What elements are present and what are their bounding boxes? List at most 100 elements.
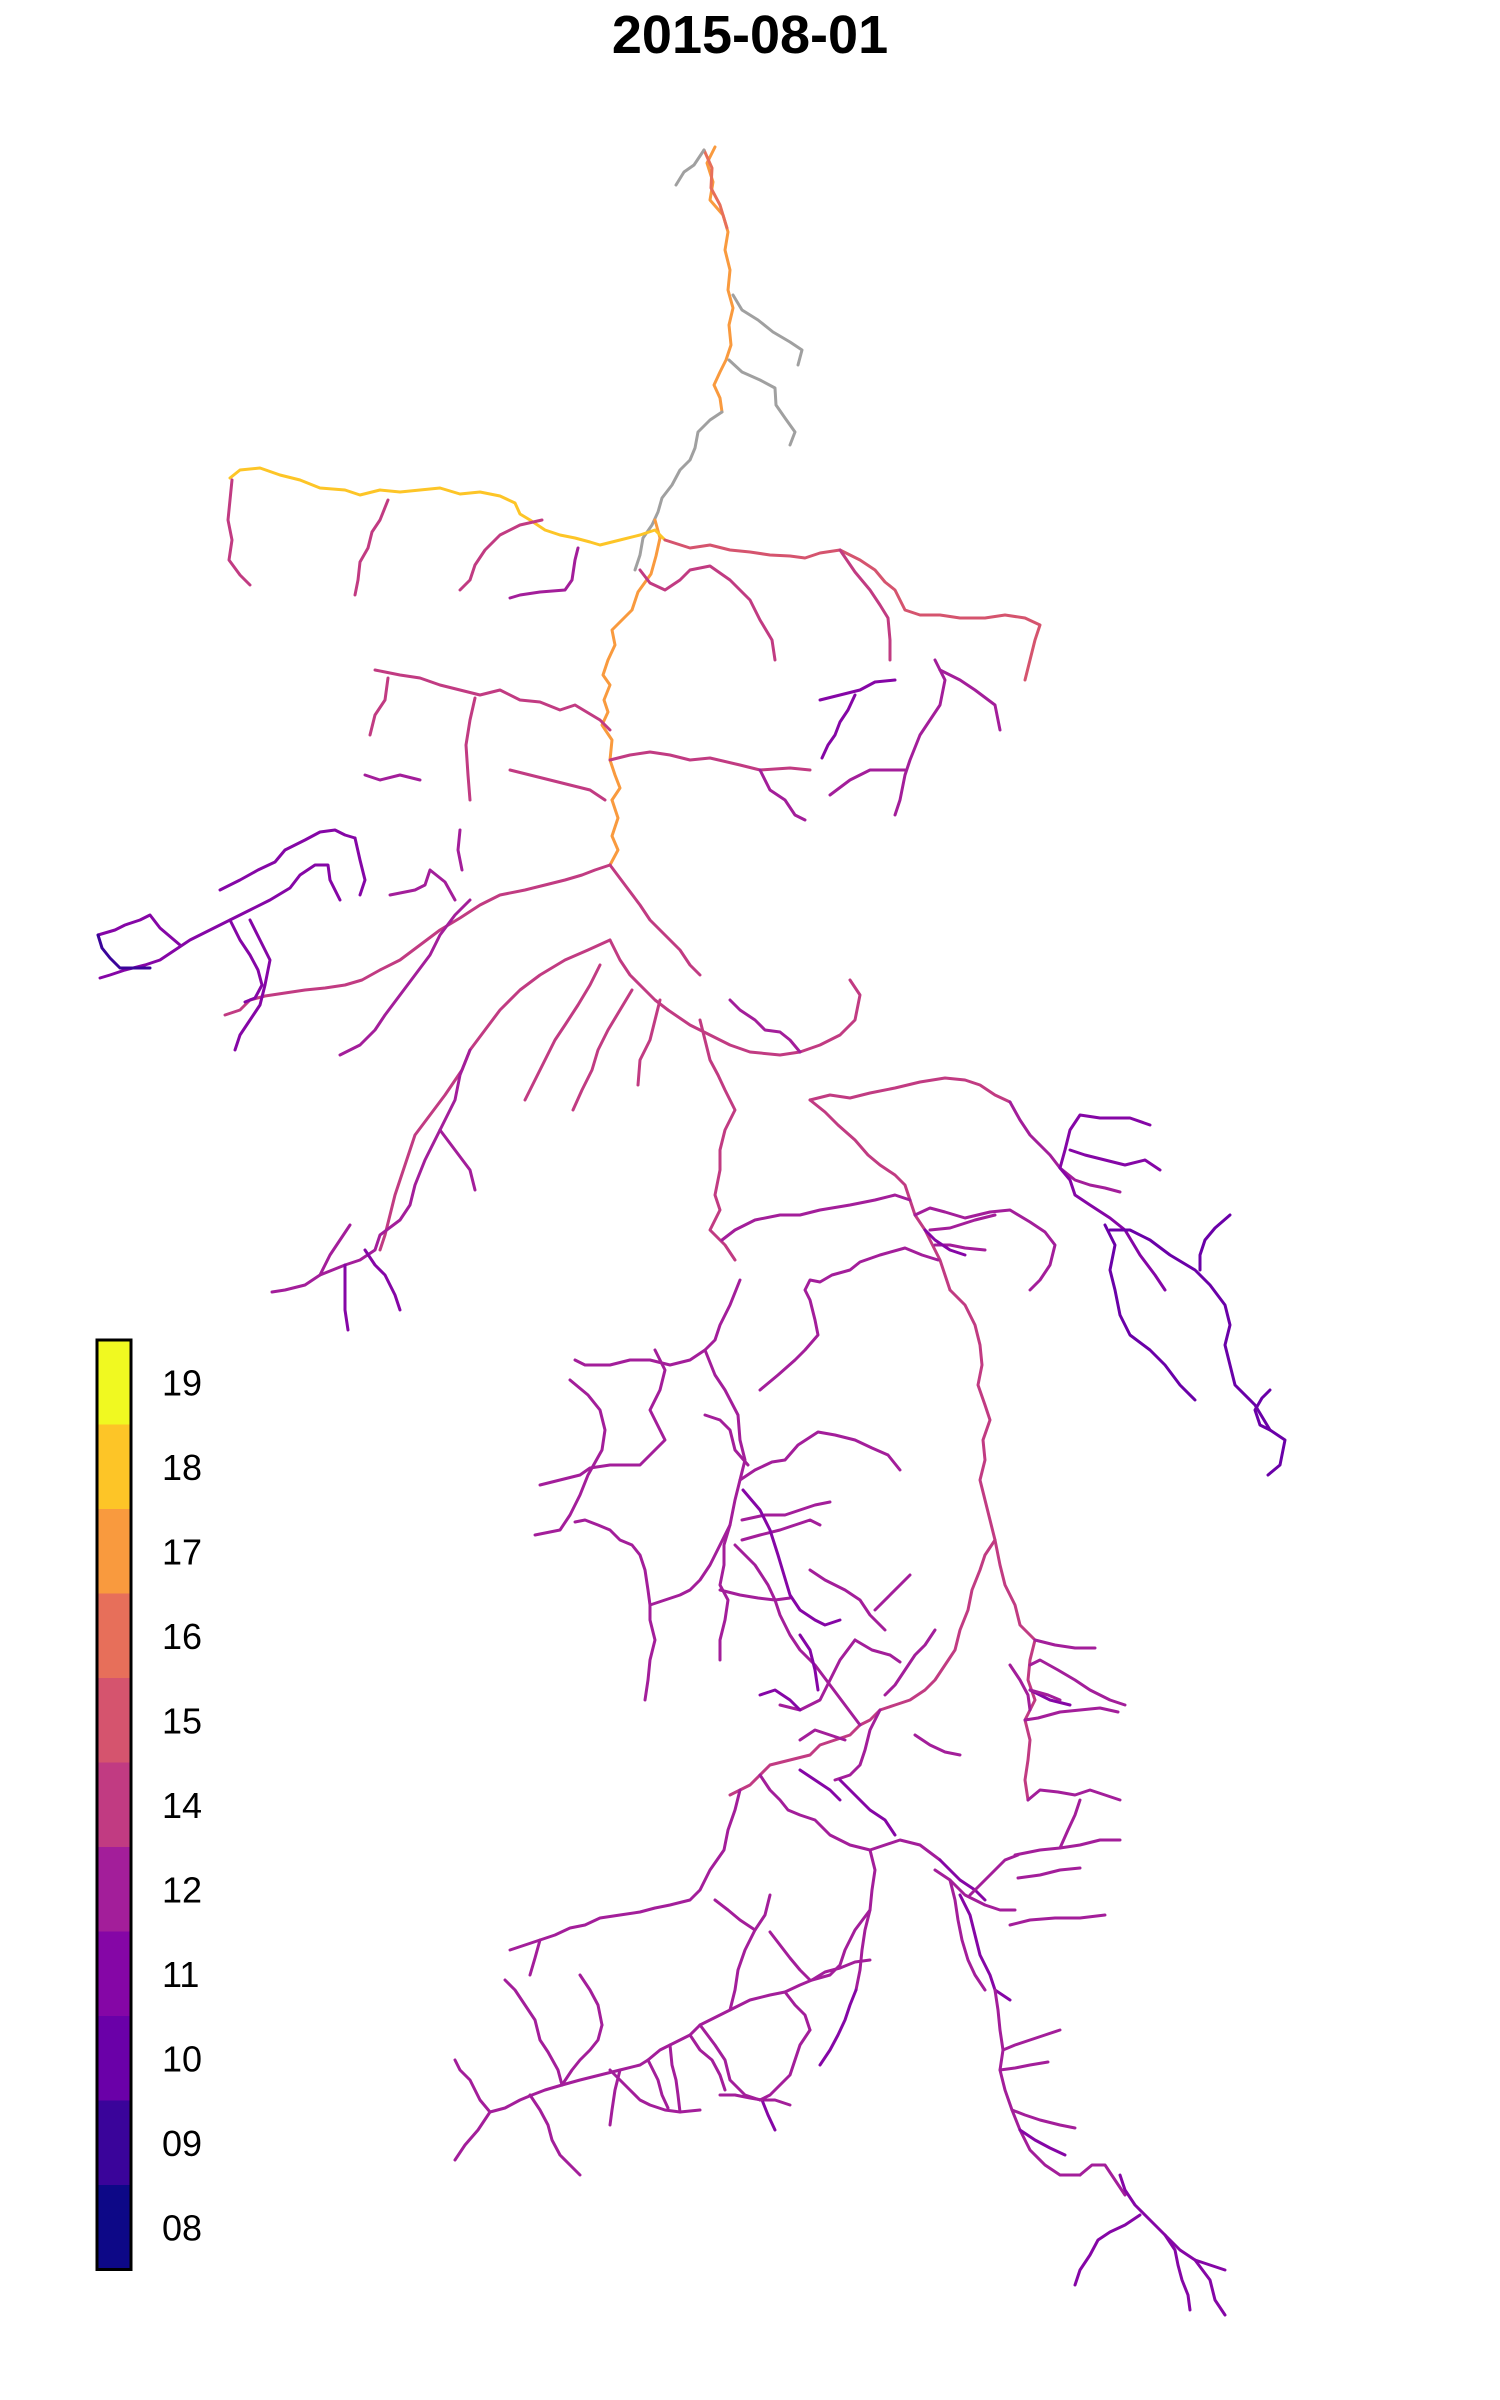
river-reach: [1023, 1706, 1120, 1722]
river-reach: [998, 2060, 1050, 2072]
river-reach: [464, 696, 477, 802]
river-reach: [578, 1973, 604, 2027]
river-reach: [608, 798, 620, 867]
river-reach: [758, 768, 807, 822]
river-reach: [740, 1518, 822, 1542]
river-reach: [488, 2083, 564, 2114]
legend-label: 15: [162, 1700, 202, 1741]
river-reach: [853, 1638, 902, 1664]
river-reach: [948, 1878, 987, 1992]
legend-label: 18: [162, 1447, 202, 1488]
river-reach: [538, 1348, 667, 1487]
river-reach: [778, 1638, 857, 1712]
legend-color-swatch: [97, 2185, 131, 2270]
river-reach: [508, 546, 580, 600]
river-reach: [702, 148, 729, 230]
river-reach: [938, 1858, 987, 1902]
river-reach: [733, 1543, 862, 1727]
river-reach: [363, 773, 422, 782]
legend-label: 12: [162, 1869, 202, 1910]
river-reach: [798, 1728, 847, 1742]
river-reach: [646, 2058, 670, 2110]
river-reach: [783, 1990, 812, 2032]
river-reach: [633, 410, 724, 572]
river-reach: [993, 1988, 1082, 2177]
river-reach: [228, 918, 264, 1004]
river-reach: [883, 1628, 937, 1697]
river-reach: [571, 988, 634, 1112]
river-reach: [1058, 1798, 1082, 1850]
river-reach: [338, 898, 472, 1057]
legend-color-swatch: [97, 2016, 131, 2101]
river-reach: [808, 1076, 1012, 1104]
river-reach: [223, 863, 612, 1017]
river-reach: [808, 1568, 887, 1632]
river-reach: [608, 2068, 702, 2114]
river-reach: [838, 548, 892, 662]
river-reach: [828, 768, 907, 797]
river-reach: [1163, 2233, 1192, 2312]
river-reach: [663, 538, 1042, 682]
river-reach: [1008, 1913, 1107, 1927]
river-reach: [233, 918, 272, 1052]
legend-border: [95, 1338, 133, 2271]
river-reach: [1010, 2108, 1077, 2130]
river-reach: [1001, 2028, 1062, 2052]
river-reach: [741, 1488, 842, 1627]
legend-color-swatch: [97, 1678, 131, 1763]
river-reach: [820, 693, 857, 760]
legend-color-swatch: [97, 1762, 131, 1848]
river-reach: [1058, 1166, 1167, 1292]
river-reach: [758, 1246, 940, 1392]
river-reach: [758, 2028, 812, 2102]
river-reach: [838, 1778, 897, 1837]
river-reach: [668, 2043, 682, 2114]
river-reach: [1016, 1866, 1082, 1880]
legend-color-swatch: [97, 1340, 131, 1425]
river-reach: [727, 358, 797, 447]
river-reach: [96, 913, 182, 947]
river-reach: [343, 1263, 350, 1332]
river-reach: [1013, 1838, 1122, 1857]
river-reach: [928, 1213, 997, 1232]
river-reach: [560, 1908, 872, 2087]
river-reach: [528, 1938, 542, 1977]
river-reach: [1118, 2173, 1227, 2272]
legend-label: 19: [162, 1362, 202, 1403]
river-reach: [938, 668, 1002, 732]
river-reach: [573, 1278, 742, 1367]
river-reach: [703, 1348, 747, 1662]
river-reach: [528, 2093, 582, 2177]
legend-color-swatch: [97, 1424, 131, 1510]
river-reach: [688, 2033, 727, 2092]
river-reach: [458, 518, 544, 592]
river-reach: [1073, 2213, 1142, 2287]
river-reach: [1008, 1663, 1032, 1712]
legend-color-swatch: [97, 1509, 131, 1594]
river-reach: [720, 1193, 912, 1242]
river-reach: [1018, 2128, 1067, 2157]
river-reach: [270, 1048, 472, 1294]
river-reach: [873, 1573, 912, 1612]
river-reach: [533, 1378, 607, 1537]
map-title: 2015-08-01: [611, 5, 889, 65]
river-reach: [713, 1898, 757, 1932]
legend-color-swatch: [97, 2100, 131, 2186]
river-reach: [453, 2110, 492, 2162]
river-reach: [1103, 1223, 1197, 1402]
legend-label: 11: [162, 1954, 199, 1995]
river-reach: [353, 498, 390, 597]
river-reach: [703, 1413, 750, 1467]
river-reach: [608, 863, 702, 977]
river-reach: [698, 1018, 737, 1262]
river-reach: [1026, 1788, 1122, 1802]
river-reach: [638, 564, 777, 662]
river-reach: [608, 938, 670, 1012]
river-reach: [1028, 1688, 1062, 1702]
river-reach: [636, 998, 662, 1087]
river-reach: [1198, 1213, 1232, 1272]
legend-label: 09: [162, 2123, 202, 2164]
river-reach: [913, 1206, 1057, 1292]
river-reach: [718, 1588, 792, 1602]
